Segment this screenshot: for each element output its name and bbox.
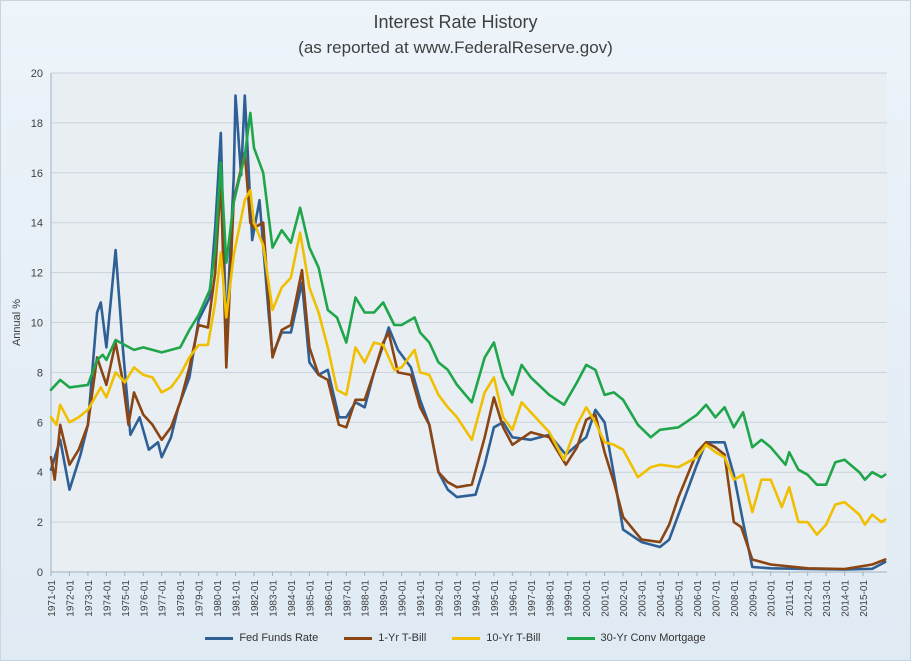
legend-item: 1-Yr T-Bill: [344, 632, 426, 644]
x-tick-label: 1986-01: [324, 580, 335, 617]
series-line-1-yr-t-bill: [49, 151, 887, 571]
x-tick-label: 2001-01: [601, 580, 612, 617]
x-tick-label: 2011-01: [785, 580, 796, 616]
x-tick-label: 1981-01: [232, 580, 243, 617]
legend: Fed Funds Rate 1-Yr T-Bill 10-Yr T-Bill 30-…: [0, 632, 911, 644]
x-tick-label: 1975-01: [121, 580, 132, 617]
x-tick-label: 2014-01: [841, 580, 852, 617]
x-tick-label: 1973-01: [84, 580, 95, 617]
x-tick-label: 1993-01: [453, 580, 464, 617]
legend-swatch: [452, 636, 481, 640]
y-tick-label: 6: [37, 417, 43, 429]
x-tick-label: 1994-01: [471, 580, 482, 617]
x-tick-label: 2006-01: [693, 580, 704, 617]
x-tick-label: 1992-01: [435, 580, 446, 617]
legend-label: 10-Yr T-Bill: [486, 632, 541, 644]
y-tick-label: 20: [31, 68, 43, 80]
chart-subtitle: (as reported at www.FederalReserve.gov): [298, 38, 613, 57]
x-tick-label: 1974-01: [102, 580, 113, 617]
x-tick-label: 1984-01: [287, 580, 298, 617]
x-tick-label: 1988-01: [361, 580, 372, 617]
y-tick-label: 2: [37, 517, 43, 529]
x-tick-label: 1971-01: [47, 580, 58, 617]
x-tick-label: 1987-01: [342, 580, 353, 617]
x-tick-label: 2000-01: [582, 580, 593, 617]
series-line-30-yr-conv-mortgage: [49, 111, 887, 486]
x-tick-label: 1991-01: [416, 580, 427, 617]
legend-label: 30-Yr Conv Mortgage: [600, 632, 706, 644]
x-tick-label: 2015-01: [859, 580, 870, 617]
x-tick-label: 2012-01: [804, 580, 815, 617]
legend-swatch: [205, 636, 234, 640]
x-tick-label: 2010-01: [767, 580, 778, 617]
legend-swatch: [566, 636, 595, 640]
x-tick-label: 2004-01: [656, 580, 667, 617]
legend-item: Fed Funds Rate: [205, 632, 318, 644]
y-tick-label: 0: [37, 567, 43, 579]
x-tick-label: 1996-01: [508, 580, 519, 617]
x-tick-label: 2003-01: [638, 580, 649, 617]
x-tick-label: 2013-01: [822, 580, 833, 617]
x-tick-label: 2002-01: [619, 580, 630, 617]
x-tick-label: 2009-01: [748, 580, 759, 617]
series-line-fed-funds-rate: [49, 94, 887, 571]
x-tick-label: 1977-01: [158, 580, 169, 617]
x-tick-label: 1999-01: [564, 580, 575, 617]
x-tick-label: 1980-01: [213, 580, 224, 617]
y-tick-label: 12: [31, 268, 43, 280]
x-tick-label: 1989-01: [379, 580, 390, 617]
y-tick-label: 8: [37, 367, 43, 379]
legend-label: 1-Yr T-Bill: [378, 632, 427, 644]
y-tick-label: 4: [37, 467, 43, 479]
x-tick-label: 1978-01: [176, 580, 187, 617]
chart-title: Interest Rate History: [373, 12, 538, 32]
x-tick-label: 1997-01: [527, 580, 538, 617]
y-axis-label: Annual %: [11, 299, 23, 346]
x-tick-label: 1983-01: [268, 580, 279, 617]
y-tick-label: 18: [31, 118, 43, 130]
legend-item: 30-Yr Conv Mortgage: [566, 632, 706, 644]
x-tick-label: 2008-01: [730, 580, 741, 617]
y-tick-label: 16: [31, 168, 43, 180]
x-tick-label: 1995-01: [490, 580, 501, 617]
x-tick-label: 1976-01: [139, 580, 150, 617]
x-tick-label: 1972-01: [65, 580, 76, 617]
x-tick-label: 1985-01: [305, 580, 316, 617]
x-tick-label: 1990-01: [398, 580, 409, 617]
y-tick-label: 10: [31, 318, 43, 330]
legend-label: Fed Funds Rate: [239, 632, 319, 644]
series-line-10-yr-t-bill: [49, 189, 887, 536]
x-tick-label: 1982-01: [250, 580, 261, 617]
legend-swatch: [344, 636, 373, 640]
x-tick-label: 1979-01: [195, 580, 206, 617]
y-tick-label: 14: [31, 218, 43, 230]
x-tick-label: 2007-01: [711, 580, 722, 617]
legend-item: 10-Yr T-Bill: [452, 632, 541, 644]
x-tick-label: 2005-01: [674, 580, 685, 617]
x-tick-label: 1998-01: [545, 580, 556, 617]
